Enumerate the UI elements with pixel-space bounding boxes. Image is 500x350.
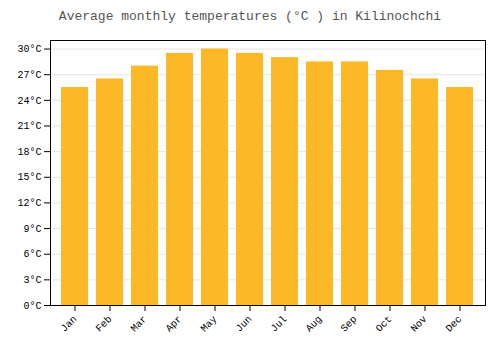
svg-text:6°C: 6°C	[23, 249, 41, 260]
svg-text:3°C: 3°C	[23, 275, 41, 286]
svg-text:Jan: Jan	[59, 314, 80, 335]
svg-text:0°C: 0°C	[23, 301, 41, 312]
svg-text:Oct: Oct	[374, 314, 395, 335]
svg-text:Nov: Nov	[409, 314, 430, 335]
svg-text:Sep: Sep	[339, 314, 360, 335]
svg-text:27°C: 27°C	[17, 70, 41, 81]
svg-text:Jun: Jun	[234, 314, 255, 335]
svg-text:30°C: 30°C	[17, 44, 41, 55]
svg-text:15°C: 15°C	[17, 172, 41, 183]
svg-text:Feb: Feb	[94, 314, 115, 335]
svg-text:24°C: 24°C	[17, 96, 41, 107]
svg-text:9°C: 9°C	[23, 224, 41, 235]
svg-text:18°C: 18°C	[17, 147, 41, 158]
svg-text:Aug: Aug	[304, 314, 325, 335]
svg-text:May: May	[199, 314, 220, 335]
svg-text:12°C: 12°C	[17, 198, 41, 209]
svg-text:21°C: 21°C	[17, 121, 41, 132]
svg-text:Dec: Dec	[444, 314, 465, 335]
svg-text:Jul: Jul	[269, 314, 290, 335]
svg-text:Apr: Apr	[164, 314, 185, 335]
svg-text:Mar: Mar	[129, 314, 150, 335]
html-text:Average monthly temperatures (: Average monthly temperatures (°C ) in Ki…	[58, 9, 442, 24]
